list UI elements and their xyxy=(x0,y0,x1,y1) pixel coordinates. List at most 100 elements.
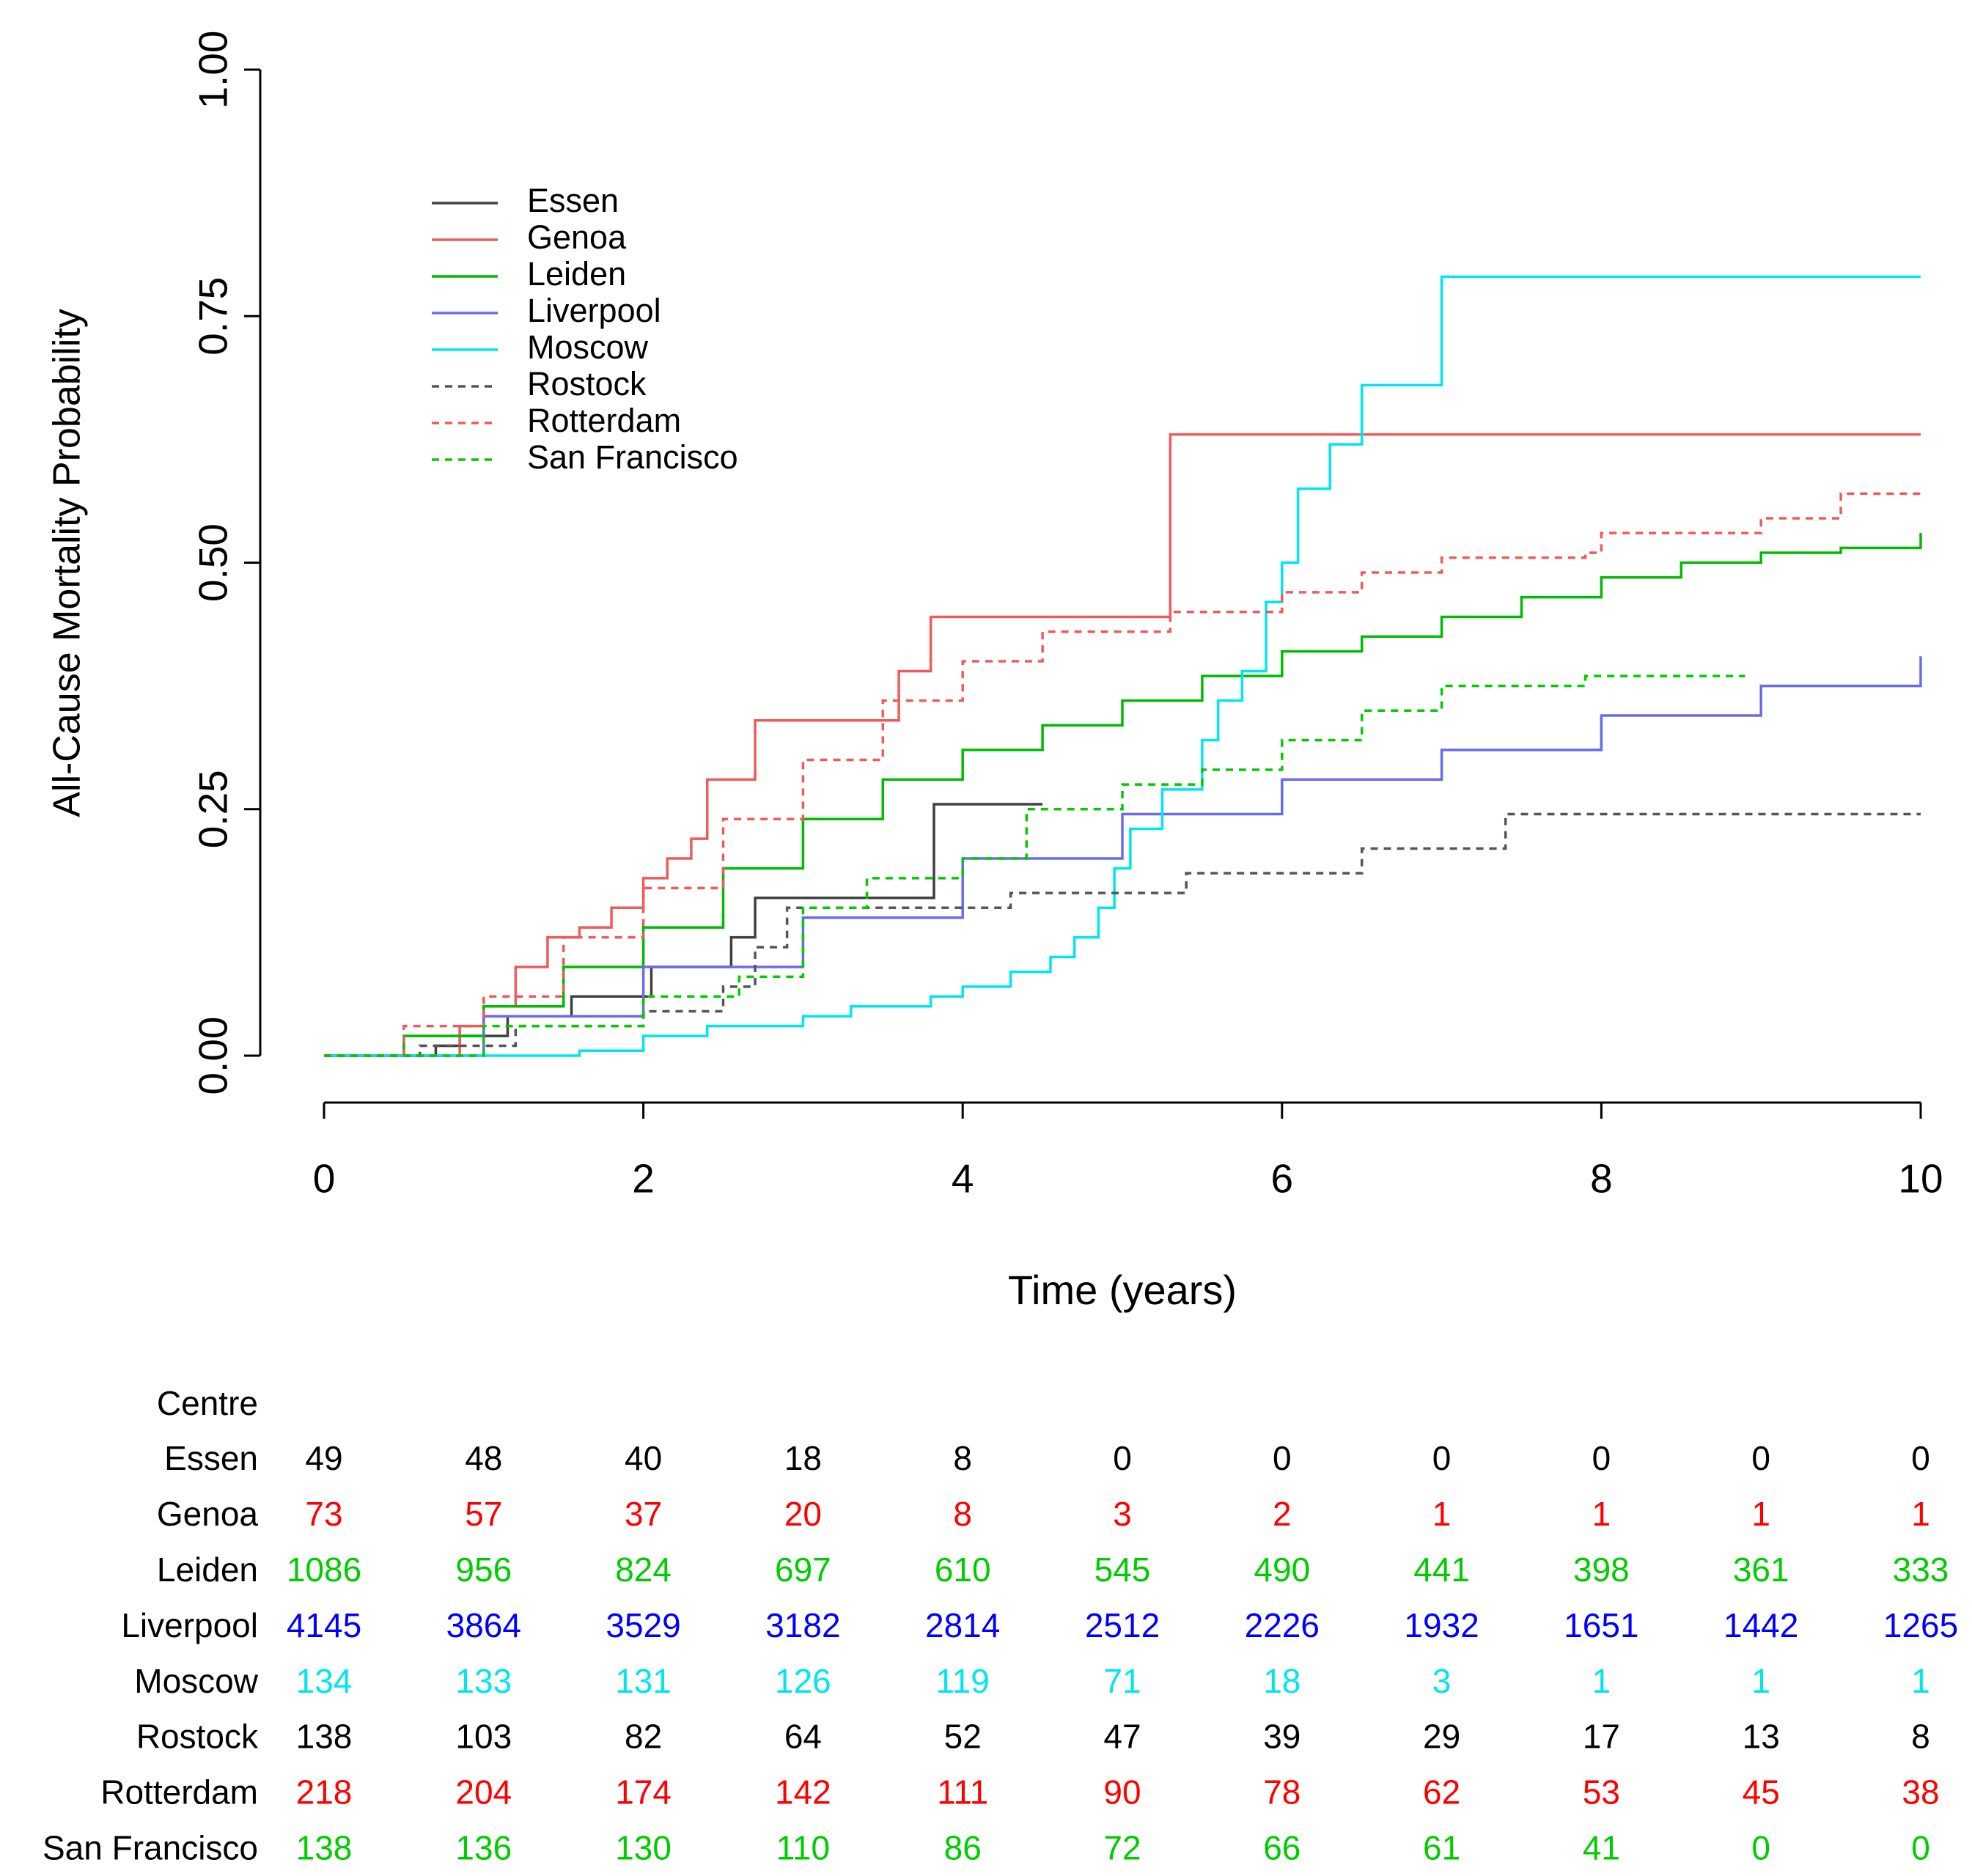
risk-count: 0 xyxy=(1911,1439,1930,1477)
risk-count: 138 xyxy=(296,1718,353,1756)
risk-count: 956 xyxy=(455,1551,512,1589)
risk-count: 18 xyxy=(784,1439,822,1477)
risk-row-label: Liverpool xyxy=(121,1606,258,1644)
risk-count: 57 xyxy=(465,1495,502,1533)
survival-line xyxy=(324,275,1921,1057)
risk-count: 697 xyxy=(775,1551,831,1589)
risk-count: 1 xyxy=(1751,1495,1770,1533)
risk-count: 2226 xyxy=(1245,1606,1320,1644)
risk-count: 13 xyxy=(1743,1718,1780,1756)
risk-count: 441 xyxy=(1413,1551,1470,1589)
legend-label: Essen xyxy=(527,182,619,219)
risk-count: 126 xyxy=(775,1662,831,1700)
x-tick-label: 6 xyxy=(1271,1156,1294,1202)
x-tick-label: 0 xyxy=(313,1156,336,1202)
risk-row-label: Rotterdam xyxy=(100,1773,258,1811)
legend-label: Genoa xyxy=(527,218,627,256)
risk-count: 824 xyxy=(615,1551,672,1589)
risk-count: 41 xyxy=(1583,1828,1620,1866)
risk-count: 52 xyxy=(944,1718,982,1756)
y-tick-label: 0.25 xyxy=(191,770,236,848)
survival-line xyxy=(324,674,1745,1057)
risk-count: 0 xyxy=(1751,1828,1770,1866)
risk-count: 333 xyxy=(1893,1551,1949,1589)
survival-line xyxy=(324,492,1921,1057)
risk-count: 398 xyxy=(1573,1551,1630,1589)
y-tick-label: 0.50 xyxy=(191,523,236,602)
risk-count: 1932 xyxy=(1404,1606,1479,1644)
risk-count: 3182 xyxy=(765,1606,840,1644)
risk-count: 142 xyxy=(775,1773,831,1811)
risk-count: 90 xyxy=(1103,1773,1141,1811)
risk-count: 8 xyxy=(953,1495,972,1533)
x-axis-label: Time (years) xyxy=(1008,1267,1237,1313)
risk-count: 361 xyxy=(1733,1551,1789,1589)
risk-count: 8 xyxy=(953,1439,972,1477)
risk-row-label: Genoa xyxy=(157,1495,259,1533)
risk-count: 0 xyxy=(1113,1439,1132,1477)
risk-count: 204 xyxy=(455,1773,512,1811)
risk-count: 0 xyxy=(1751,1439,1770,1477)
x-tick-label: 8 xyxy=(1590,1156,1613,1202)
risk-count: 61 xyxy=(1423,1828,1460,1866)
risk-count: 53 xyxy=(1583,1773,1620,1811)
risk-count: 103 xyxy=(455,1718,512,1756)
risk-count: 4145 xyxy=(287,1606,361,1644)
risk-count: 1 xyxy=(1592,1495,1611,1533)
risk-count: 1 xyxy=(1751,1662,1770,1700)
risk-row-label: Moscow xyxy=(134,1662,258,1700)
y-tick-label: 0.75 xyxy=(191,277,236,356)
legend-label: Moscow xyxy=(527,328,649,366)
survival-line xyxy=(324,533,1922,1057)
risk-count: 0 xyxy=(1911,1828,1930,1866)
risk-count: 110 xyxy=(776,1828,830,1866)
risk-count: 218 xyxy=(296,1773,353,1811)
risk-count: 37 xyxy=(625,1495,662,1533)
risk-count: 119 xyxy=(936,1662,990,1700)
risk-count: 73 xyxy=(305,1495,342,1533)
risk-count: 490 xyxy=(1254,1551,1310,1589)
risk-count: 2 xyxy=(1273,1495,1292,1533)
risk-count: 38 xyxy=(1902,1773,1939,1811)
risk-count: 111 xyxy=(937,1773,988,1811)
risk-count: 1 xyxy=(1592,1662,1611,1700)
risk-count: 545 xyxy=(1094,1551,1151,1589)
risk-count: 20 xyxy=(784,1495,822,1533)
risk-count: 3529 xyxy=(606,1606,680,1644)
risk-count: 40 xyxy=(625,1439,662,1477)
risk-table-title: Centre xyxy=(157,1384,258,1422)
risk-count: 17 xyxy=(1583,1718,1620,1756)
survival-line xyxy=(324,803,1043,1057)
survival-line xyxy=(324,812,1921,1057)
risk-count: 72 xyxy=(1103,1828,1141,1866)
risk-count: 1 xyxy=(1432,1495,1452,1533)
x-tick-label: 4 xyxy=(952,1156,974,1202)
legend-label: Liverpool xyxy=(527,292,661,329)
risk-count: 3864 xyxy=(446,1606,521,1644)
risk-count: 1086 xyxy=(287,1551,361,1589)
legend-label: Rostock xyxy=(527,365,647,402)
risk-row-label: Leiden xyxy=(157,1551,258,1589)
risk-count: 3 xyxy=(1432,1662,1452,1700)
risk-count: 18 xyxy=(1263,1662,1300,1700)
risk-count: 0 xyxy=(1432,1439,1452,1477)
risk-count: 0 xyxy=(1592,1439,1611,1477)
risk-count: 82 xyxy=(625,1718,662,1756)
y-tick-label: 0.00 xyxy=(191,1016,236,1095)
legend-label: Leiden xyxy=(527,255,626,293)
risk-count: 174 xyxy=(615,1773,672,1811)
y-tick-label: 1.00 xyxy=(191,30,236,108)
risk-count: 48 xyxy=(465,1439,502,1477)
risk-count: 39 xyxy=(1263,1718,1300,1756)
risk-count: 29 xyxy=(1423,1718,1460,1756)
risk-count: 78 xyxy=(1263,1773,1300,1811)
risk-count: 610 xyxy=(935,1551,991,1589)
risk-count: 136 xyxy=(455,1828,512,1866)
risk-row-label: Essen xyxy=(164,1439,258,1477)
y-axis-label: All-Cause Mortality Probability xyxy=(46,309,89,817)
risk-count: 133 xyxy=(455,1662,512,1700)
risk-count: 2512 xyxy=(1085,1606,1160,1644)
risk-count: 49 xyxy=(305,1439,342,1477)
